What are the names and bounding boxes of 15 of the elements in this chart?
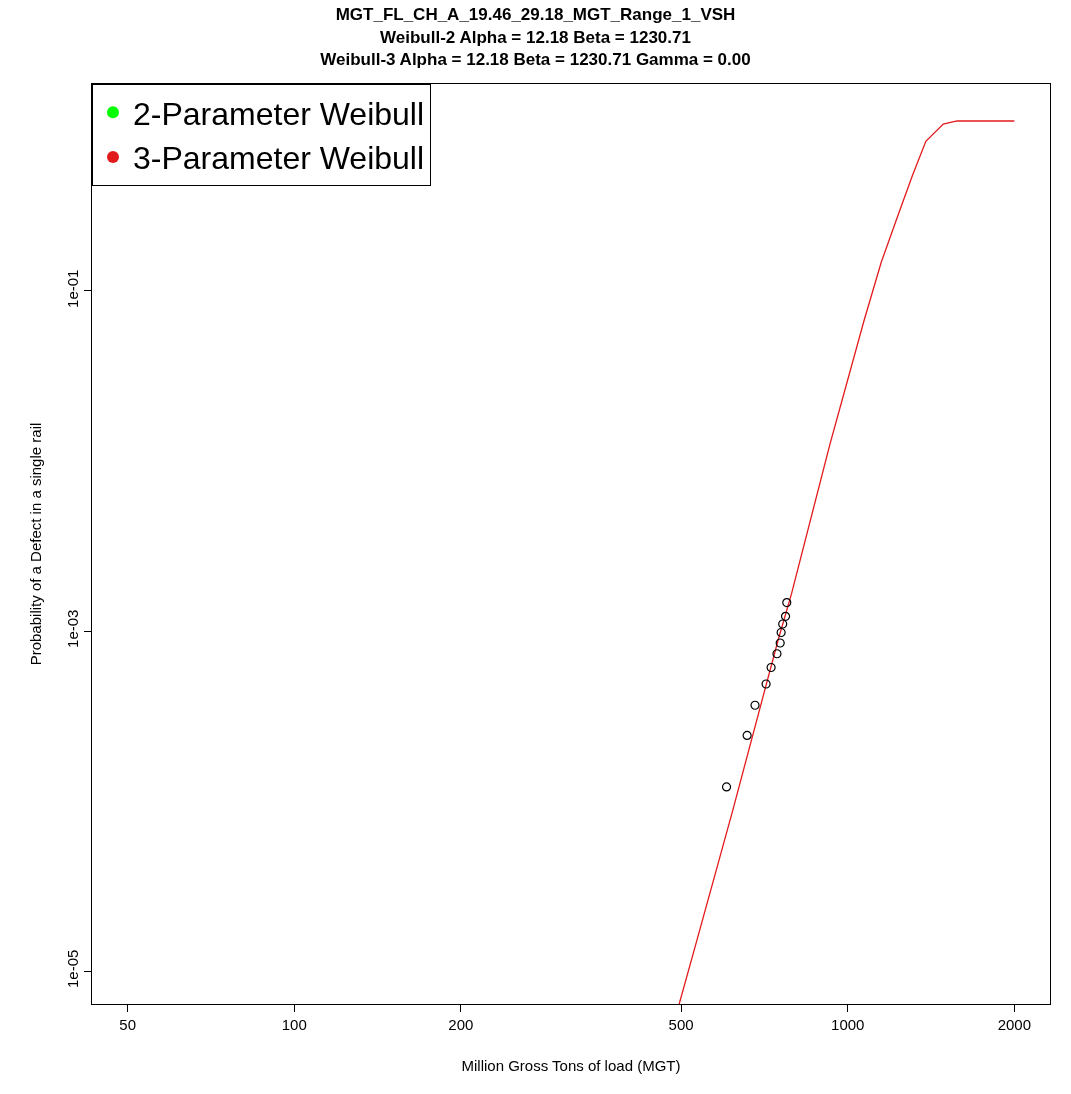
y-tick-label: 1e-05 <box>64 949 81 988</box>
y-tick-label: 1e-01 <box>64 269 81 308</box>
chart-subtitle: Weibull-2 Alpha = 12.18 Beta = 1230.71 Weibull-3 Alpha = 12.18 Beta = 1230.71 Gamma = 0.00 <box>320 27 751 69</box>
x-tick-label: 2000 <box>997 1016 1032 1033</box>
x-tick-label: 200 <box>448 1016 474 1033</box>
legend-label: 2-Parameter Weibull <box>133 95 425 132</box>
x-tick-label: 50 <box>119 1016 137 1033</box>
legend-label: 3-Parameter Weibull <box>133 140 425 177</box>
x-tick-label: 1000 <box>831 1016 865 1033</box>
y-axis-title: Probability of a Defect in a single rail <box>27 422 45 666</box>
y-tick-label: 1e-03 <box>64 609 81 648</box>
chart-title: MGT_FL_CH_A_19.46_29.18_MGT_Range_1_VSH <box>335 5 736 25</box>
x-tick-label: 500 <box>668 1016 694 1033</box>
x-tick-label: 100 <box>281 1016 307 1033</box>
x-axis-title: Million Gross Tons of load (MGT) <box>461 1057 681 1074</box>
